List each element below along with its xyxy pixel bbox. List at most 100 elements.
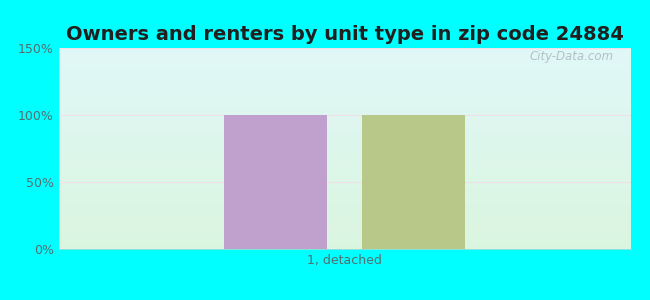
Bar [58,179,630,180]
Bar [58,209,630,210]
Bar [58,245,630,246]
Bar [58,220,630,221]
Bar [58,78,630,79]
Bar [58,208,630,209]
Bar [58,187,630,188]
Bar [58,202,630,203]
Bar [58,73,630,74]
Bar [58,159,630,160]
Bar [58,81,630,82]
Bar [58,204,630,205]
Bar [58,129,630,130]
Bar [58,101,630,102]
Bar [58,118,630,119]
Bar [58,114,630,115]
Bar [58,237,630,238]
Bar [58,189,630,190]
Bar [58,127,630,128]
Bar [58,151,630,152]
Bar [58,226,630,227]
Bar [58,59,630,60]
Bar [58,233,630,234]
Bar [58,228,630,229]
Bar [58,61,630,62]
Bar [58,195,630,196]
Bar [58,102,630,103]
Bar [58,111,630,112]
Bar [58,198,630,199]
Bar [58,194,630,195]
Bar [58,117,630,118]
Bar [58,213,630,214]
Bar [58,221,630,222]
Bar [58,167,630,168]
Bar [58,144,630,145]
Bar [58,246,630,247]
Bar [58,52,630,53]
Bar [58,96,630,97]
Title: Owners and renters by unit type in zip code 24884: Owners and renters by unit type in zip c… [66,25,623,44]
Bar [58,65,630,66]
Bar [58,147,630,148]
Bar [58,247,630,248]
Bar [58,172,630,173]
Bar [58,210,630,211]
Bar [58,191,630,192]
Bar [58,244,630,245]
Bar [58,178,630,179]
Bar [58,50,630,51]
Bar [58,234,630,235]
Bar [58,115,630,116]
Bar [58,62,630,63]
Bar [58,77,630,78]
Bar [58,74,630,75]
Bar [58,90,630,91]
Bar [58,92,630,93]
Bar [58,120,630,121]
Bar [58,170,630,171]
Bar [58,150,630,151]
Bar [58,141,630,142]
Bar [58,163,630,164]
Bar [58,182,630,183]
Bar [58,184,630,185]
Bar [58,123,630,124]
Bar [58,169,630,170]
Bar [58,108,630,109]
Bar [58,227,630,228]
Bar [361,115,465,249]
Bar [58,109,630,110]
Bar [58,171,630,172]
Bar [58,201,630,202]
Bar [58,157,630,158]
Bar [58,158,630,159]
Bar [58,149,630,150]
Bar [58,153,630,154]
Bar [58,165,630,166]
Bar [58,119,630,120]
Bar [58,243,630,244]
Bar [58,192,630,193]
Bar [58,110,630,111]
Bar [58,67,630,68]
Bar [58,230,630,231]
Bar [58,229,630,230]
Bar [58,122,630,123]
Bar [58,140,630,141]
Bar [58,104,630,105]
Bar [58,241,630,242]
Bar [58,113,630,114]
Bar [58,132,630,133]
Bar [58,207,630,208]
Bar [58,75,630,76]
Bar [58,218,630,219]
Bar [58,86,630,87]
Bar [58,160,630,161]
Bar [58,93,630,94]
Bar [58,58,630,59]
Bar [58,212,630,213]
Bar [58,107,630,108]
Bar [58,103,630,104]
Bar [58,135,630,136]
Bar [58,56,630,57]
